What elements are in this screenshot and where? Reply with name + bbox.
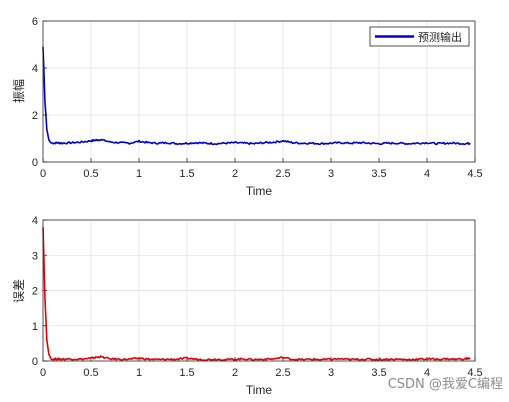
- y-axis-label: 振幅: [11, 79, 26, 103]
- x-tick-label: 3: [328, 367, 334, 379]
- x-tick-label: 3.5: [371, 367, 386, 379]
- y-tick-label: 2: [32, 110, 38, 122]
- x-axis-label: Time: [246, 184, 273, 198]
- y-tick-label: 4: [32, 63, 38, 75]
- legend: 预测输出: [369, 26, 470, 47]
- subplot-error: 0 0.5 1 1.5 2 2.5 3 3.5 4 4.5 0 1 2 3 4 Time 误差: [12, 215, 483, 397]
- x-tick-label: 0.5: [83, 367, 98, 379]
- series-lines: [42, 227, 471, 362]
- x-tick-label: 1.5: [179, 168, 194, 180]
- x-tick-label: 1.5: [179, 367, 194, 379]
- x-tick-label: 3: [328, 168, 334, 180]
- y-tick-label: 2: [32, 286, 38, 298]
- x-tick-label: 1: [136, 168, 142, 180]
- y-tick-label: 3: [32, 250, 38, 262]
- x-tick-label: 3.5: [371, 168, 386, 180]
- y-tick-label: 4: [32, 215, 38, 227]
- axes-box: [42, 20, 476, 163]
- series-lines: [42, 46, 471, 146]
- x-tick-label: 0: [40, 168, 46, 180]
- x-tick-label: 0: [40, 367, 46, 379]
- x-tick-label: 4.5: [467, 168, 482, 180]
- x-tick-labels: 0 0.5 1 1.5 2 2.5 3 3.5 4 4.5: [40, 357, 483, 379]
- x-tick-label: 0.5: [83, 168, 98, 180]
- y-axis-label: 误差: [12, 279, 26, 303]
- legend-label: 预测输出: [418, 30, 462, 44]
- x-tick-labels: 0 0.5 1 1.5 2 2.5 3 3.5 4 4.5: [40, 158, 483, 180]
- series-line: [42, 46, 471, 146]
- y-tick-label: 6: [32, 16, 38, 28]
- legend-box: [369, 26, 470, 47]
- y-tick-label: 0: [32, 356, 38, 368]
- x-axis-label: Time: [246, 383, 273, 397]
- grid-lines: [43, 220, 475, 361]
- axes-box: [42, 219, 476, 362]
- x-tick-label: 4: [424, 168, 430, 180]
- series-line: [42, 227, 471, 362]
- x-tick-label: 2.5: [275, 168, 290, 180]
- y-tick-label: 0: [32, 157, 38, 169]
- x-tick-label: 2: [232, 168, 238, 180]
- x-tick-label: 1: [136, 367, 142, 379]
- watermark: CSDN @我爱C编程: [388, 377, 503, 392]
- x-tick-label: 2.5: [275, 367, 290, 379]
- y-tick-label: 1: [32, 321, 38, 333]
- x-tick-label: 2: [232, 367, 238, 379]
- subplot-amplitude: 0 0.5 1 1.5 2 2.5 3 3.5 4 4.5 0 2 4 6 Time 振幅 预测输出: [11, 16, 483, 198]
- x-tick-label: 4.5: [467, 367, 482, 379]
- x-tick-label: 4: [424, 367, 430, 379]
